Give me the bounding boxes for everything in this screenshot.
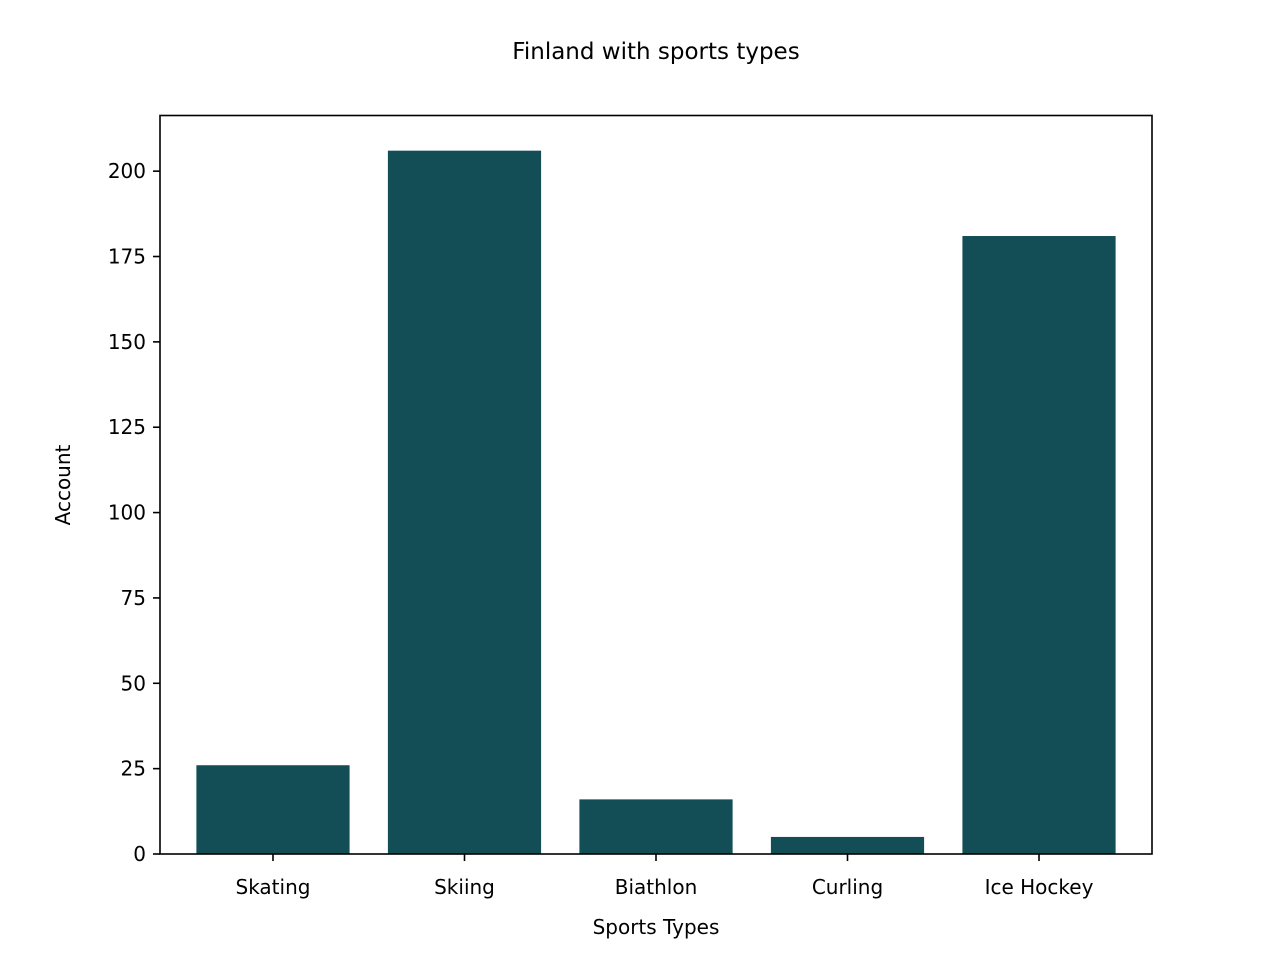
y-tick-label: 125 [108, 415, 146, 439]
chart-title: Finland with sports types [512, 39, 799, 65]
x-tick-label: Curling [812, 875, 883, 899]
y-tick-label: 200 [108, 159, 146, 183]
x-tick-label: Biathlon [615, 875, 698, 899]
y-axis-ticks: 0 25 50 75 100 125 150 175 200 [108, 159, 160, 866]
plot-area-frame [159, 114, 1153, 855]
bar-biathlon [579, 799, 733, 854]
x-axis-label: Sports Types [593, 915, 720, 939]
x-axis-ticks: Skating Skiing Biathlon Curling Ice Hockey [236, 854, 1094, 899]
x-tick-label: Skating [236, 875, 311, 899]
x-tick-label: Skiing [434, 875, 495, 899]
x-tick-label: Ice Hockey [985, 875, 1094, 899]
y-tick-label: 25 [121, 757, 146, 781]
y-tick-label: 75 [121, 586, 146, 610]
y-tick-label: 175 [108, 245, 146, 269]
bar-skating [196, 765, 350, 854]
bar-ice-hockey [962, 236, 1116, 854]
y-tick-label: 100 [108, 501, 146, 525]
y-axis-label: Account [51, 444, 75, 525]
y-tick-label: 50 [121, 671, 146, 695]
bar-skiing [387, 150, 542, 855]
bars-group [196, 150, 1116, 855]
y-tick-label: 150 [108, 330, 146, 354]
bar-curling [770, 836, 925, 854]
y-tick-label: 0 [133, 842, 146, 866]
